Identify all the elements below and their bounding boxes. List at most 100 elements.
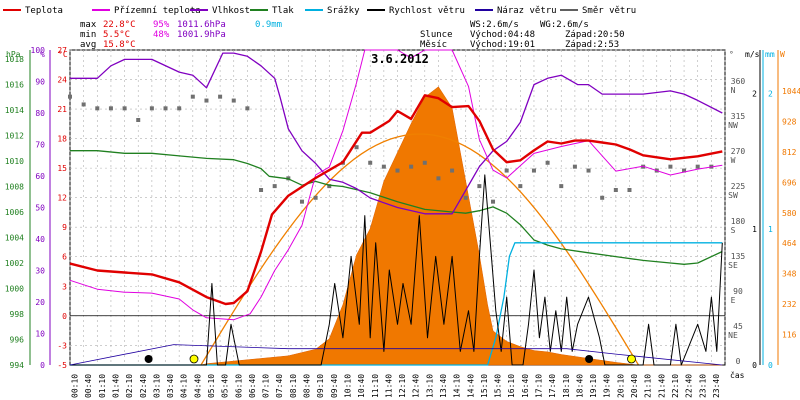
x-tick-label: 00:10: [71, 374, 80, 398]
wind-direction-point: [218, 94, 223, 99]
stats-min-humidity: 48%: [153, 30, 170, 40]
x-tick-label: 17:40: [548, 374, 557, 398]
x-tick-label: 08:40: [303, 374, 312, 398]
wind-direction-point: [327, 184, 332, 189]
x-tick-label: 19:10: [589, 374, 598, 398]
stats-avg-label: avg: [80, 40, 96, 50]
x-tick-label: 07:10: [262, 374, 271, 398]
x-tick-label: 22:40: [685, 374, 694, 398]
radiation-tick-label: 232: [782, 300, 797, 309]
wind-direction-point: [299, 199, 304, 204]
x-tick-label: 20:10: [616, 374, 625, 398]
x-tick-label: 09:40: [330, 374, 339, 398]
legend-label: Rychlost větru: [389, 6, 465, 16]
direction-tick-label: 135: [731, 252, 746, 261]
wind-direction-point: [668, 164, 673, 169]
wind-direction-point: [627, 188, 632, 192]
wind-direction-point: [477, 184, 482, 189]
hpa-tick-label: 1000: [5, 284, 24, 293]
mm-tick-label: 2: [768, 89, 773, 98]
wind-direction-point: [190, 94, 195, 99]
hpa-tick-label: 998: [10, 310, 25, 319]
x-tick-label: 16:40: [521, 374, 530, 398]
wind-direction-point: [368, 160, 373, 165]
x-tick-label: 11:40: [384, 374, 393, 398]
hpa-tick-label: 1016: [5, 80, 24, 89]
hpa-tick-label: 1010: [5, 157, 24, 166]
moon-event-marker: [585, 355, 594, 363]
degc-tick-label: 21: [57, 105, 67, 114]
stats-avg-temp: 15.8°C: [103, 40, 136, 50]
degc-tick-label: 3: [62, 282, 67, 291]
direction-name-label: S: [731, 226, 736, 235]
x-tick-label: 01:40: [111, 374, 120, 398]
ground-temperature-line: [69, 49, 723, 321]
radiation-tick-label: 812: [782, 148, 797, 157]
x-tick-label: 21:40: [657, 374, 666, 398]
degc-tick-label: 24: [57, 76, 67, 85]
radiation-area: [70, 86, 723, 366]
x-tick-label: 02:40: [139, 374, 148, 398]
stats-min-temp: 5.5°C: [103, 30, 130, 40]
wind-direction-point: [204, 98, 209, 103]
wind-direction-point: [108, 106, 113, 111]
pct-tick-label: 40: [35, 235, 45, 244]
sun-label: Slunce: [420, 30, 453, 40]
direction-tick-label: 315: [731, 112, 746, 121]
wind-direction-point: [381, 164, 386, 169]
hpa-tick-label: 1018: [5, 55, 24, 64]
direction-name-label: W: [731, 156, 736, 165]
direction-name-label: N: [731, 86, 736, 95]
x-tick-label: 11:10: [371, 374, 380, 398]
hpa-tick-label: 996: [10, 335, 25, 344]
ms-tick-label: 2: [752, 89, 757, 98]
sun-event-marker: [189, 354, 199, 364]
direction-name-label: E: [731, 296, 736, 305]
x-tick-label: 13:40: [439, 374, 448, 398]
direction-name-label: SE: [728, 261, 738, 270]
stats-max-temp: 22.8°C: [103, 20, 136, 30]
direction-axis-label: °: [729, 50, 734, 59]
radiation-axis-label: W: [780, 50, 785, 59]
sun-event-marker: [627, 354, 636, 364]
x-tick-label: 15:40: [494, 374, 503, 398]
x-axis-unit-label: čas: [730, 370, 745, 380]
x-tick-label: 04:10: [180, 374, 189, 398]
legend-label: Vlhkost: [212, 6, 250, 16]
x-tick-label: 17:10: [535, 374, 544, 398]
hpa-tick-label: 1012: [5, 131, 24, 140]
wind-direction-point: [422, 160, 427, 165]
chart-title: 3.6.2012: [371, 52, 429, 66]
legend-label: Přízemní teplota: [114, 6, 201, 16]
stats-max-rain: 0.9mm: [255, 20, 282, 30]
hpa-axis-label: hPa: [6, 50, 21, 59]
x-tick-label: 18:40: [575, 374, 584, 398]
radiation-tick-label: 696: [782, 178, 797, 187]
x-tick-label: 06:40: [248, 374, 257, 398]
pct-tick-label: 80: [35, 109, 45, 118]
wind-direction-point: [695, 164, 700, 169]
hpa-tick-label: 1002: [5, 259, 24, 268]
wind-direction-point: [245, 106, 250, 111]
wind-direction-point: [177, 106, 182, 111]
mm-axis-label: mm: [765, 50, 775, 59]
wind-direction-point: [95, 106, 100, 111]
wind-direction-point: [68, 94, 72, 99]
mm-tick-label: 0: [768, 361, 773, 370]
legend-label: Náraz větru: [497, 6, 557, 16]
wind-direction-point: [136, 118, 141, 122]
pct-tick-label: 90: [35, 78, 45, 87]
degc-tick-label: -3: [57, 341, 67, 350]
ms-tick-label: 0: [752, 361, 757, 370]
wind-direction-point: [450, 168, 455, 173]
hpa-tick-label: 1008: [5, 182, 24, 191]
stats-max-humidity: 95%: [153, 20, 170, 30]
direction-name-label: NW: [728, 121, 738, 130]
direction-name-label: SW: [728, 191, 738, 200]
direction-tick-label: 90: [733, 287, 743, 296]
direction-tick-label: 45: [733, 322, 743, 331]
wind-direction-point: [600, 195, 605, 200]
x-tick-label: 09:10: [316, 374, 325, 398]
wind-gust-info: WG:2.6m/s: [540, 20, 589, 30]
